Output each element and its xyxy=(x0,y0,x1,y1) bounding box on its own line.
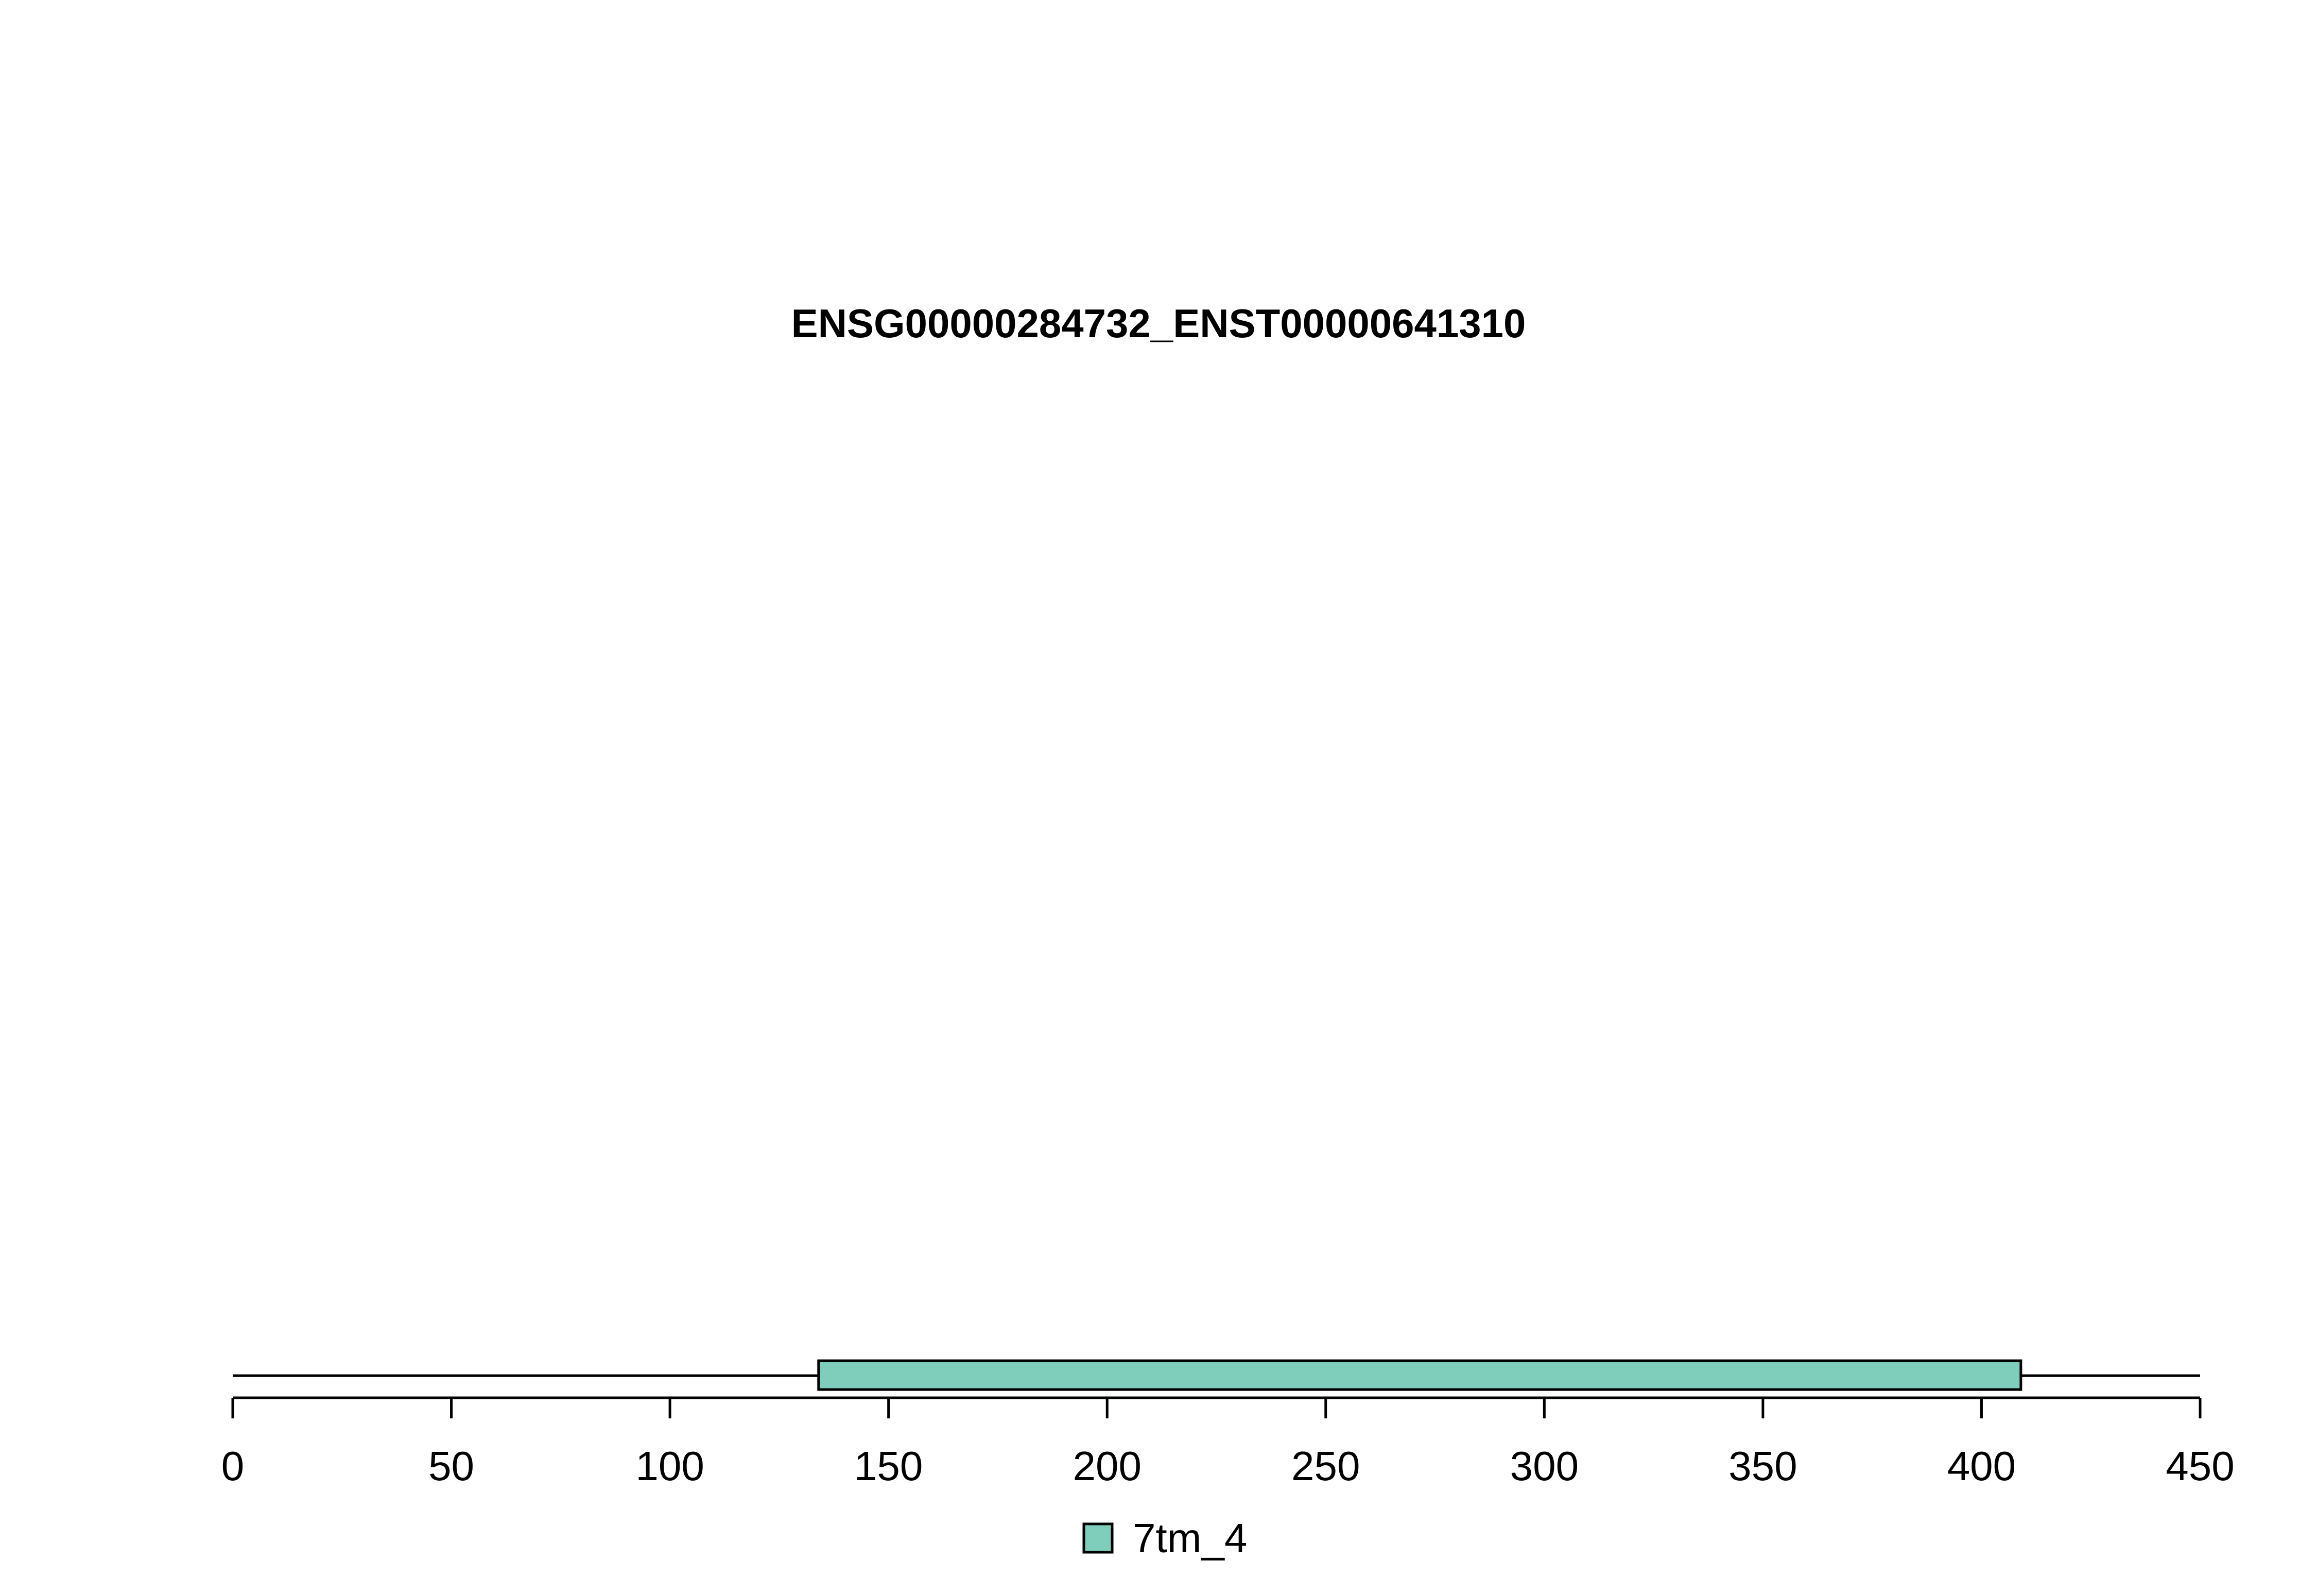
chart-title: ENSG00000284732_ENST00000641310 xyxy=(791,301,1526,346)
x-tick-label: 400 xyxy=(1947,1443,2016,1489)
domain-box-7tm_4 xyxy=(817,1359,2022,1391)
x-axis: 0 50 100 150 200 250 300 350 400 450 xyxy=(221,1396,2235,1489)
x-tick-label: 350 xyxy=(1728,1443,1797,1489)
legend: 7tm_4 xyxy=(1082,1515,1247,1561)
x-tick-label: 100 xyxy=(635,1443,704,1489)
protein-track xyxy=(233,1359,2200,1391)
legend-swatch xyxy=(1082,1522,1114,1554)
x-tick-label: 450 xyxy=(2166,1443,2234,1489)
x-tick-label: 50 xyxy=(428,1443,474,1489)
legend-label: 7tm_4 xyxy=(1133,1515,1247,1561)
x-tick-label: 250 xyxy=(1291,1443,1360,1489)
x-tick-label: 150 xyxy=(854,1443,923,1489)
x-tick-label: 200 xyxy=(1073,1443,1141,1489)
x-tick-label: 0 xyxy=(221,1443,245,1489)
x-tick-label: 300 xyxy=(1510,1443,1579,1489)
